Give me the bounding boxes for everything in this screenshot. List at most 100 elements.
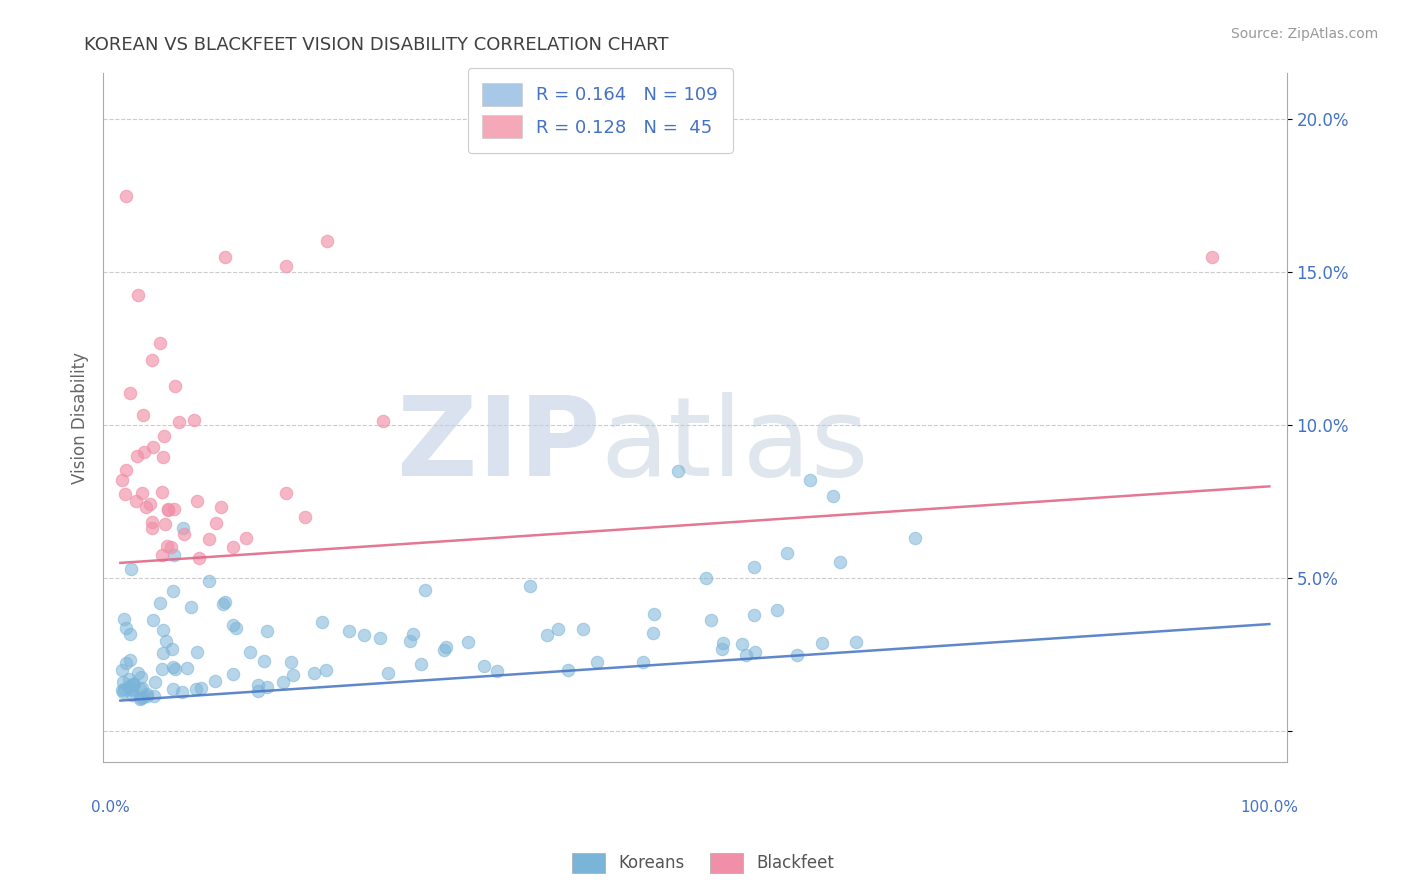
Point	[821, 489, 844, 503]
Point	[294, 509, 316, 524]
Point	[519, 580, 541, 594]
Point	[666, 464, 689, 478]
Point	[711, 636, 734, 650]
Point	[163, 548, 186, 562]
Point	[214, 595, 236, 609]
Point	[121, 688, 143, 702]
Text: 0.0%: 0.0%	[91, 799, 129, 814]
Text: 100.0%: 100.0%	[1240, 799, 1298, 814]
Point	[401, 627, 423, 641]
Point	[409, 657, 432, 672]
Point	[186, 493, 208, 508]
Point	[165, 379, 187, 393]
Point	[112, 612, 135, 626]
Legend: R = 0.164   N = 109, R = 0.128   N =  45: R = 0.164 N = 109, R = 0.128 N = 45	[468, 69, 733, 153]
Point	[162, 659, 184, 673]
Point	[163, 661, 186, 675]
Point	[186, 645, 208, 659]
Point	[120, 562, 142, 576]
Point	[190, 681, 212, 696]
Point	[711, 641, 734, 656]
Point	[150, 548, 173, 562]
Point	[204, 673, 226, 688]
Point	[125, 450, 148, 464]
Text: atlas: atlas	[600, 392, 869, 499]
Point	[157, 501, 180, 516]
Point	[127, 288, 149, 302]
Text: KOREAN VS BLACKFEET VISION DISABILITY CORRELATION CHART: KOREAN VS BLACKFEET VISION DISABILITY CO…	[84, 36, 669, 54]
Text: ZIP: ZIP	[396, 392, 600, 499]
Point	[212, 597, 235, 611]
Point	[699, 614, 721, 628]
Point	[311, 615, 333, 629]
Point	[155, 633, 177, 648]
Point	[180, 600, 202, 615]
Point	[120, 386, 142, 401]
Point	[132, 445, 155, 459]
Point	[695, 571, 717, 585]
Y-axis label: Vision Disability: Vision Disability	[72, 351, 89, 483]
Point	[742, 608, 765, 623]
Point	[132, 690, 155, 705]
Point	[183, 412, 205, 426]
Point	[399, 634, 422, 648]
Text: Source: ZipAtlas.com: Source: ZipAtlas.com	[1230, 27, 1378, 41]
Point	[198, 532, 221, 546]
Point	[472, 658, 495, 673]
Point	[187, 550, 209, 565]
Point	[143, 674, 166, 689]
Point	[370, 632, 392, 646]
Point	[643, 607, 665, 621]
Point	[135, 687, 157, 701]
Point	[830, 555, 852, 569]
Point	[176, 661, 198, 675]
Point	[744, 645, 766, 659]
Point	[125, 493, 148, 508]
Point	[586, 655, 609, 669]
Point	[256, 624, 278, 638]
Point	[557, 664, 579, 678]
Point	[302, 666, 325, 681]
Point	[111, 682, 134, 697]
Point	[377, 665, 399, 680]
Point	[184, 681, 207, 696]
Point	[253, 654, 276, 668]
Point	[111, 473, 134, 487]
Point	[156, 539, 179, 553]
Point	[160, 641, 183, 656]
Point	[153, 428, 176, 442]
Point	[131, 681, 153, 695]
Point	[172, 520, 194, 534]
Point	[786, 648, 808, 662]
Point	[129, 692, 152, 706]
Point	[256, 680, 278, 694]
Point	[315, 663, 337, 677]
Point	[135, 500, 157, 514]
Point	[152, 647, 174, 661]
Point	[162, 584, 184, 599]
Point	[173, 527, 195, 541]
Point	[141, 353, 163, 368]
Point	[434, 640, 457, 654]
Point	[114, 188, 136, 202]
Point	[139, 497, 162, 511]
Point	[114, 463, 136, 477]
Point	[167, 415, 190, 429]
Point	[239, 645, 262, 659]
Point	[153, 516, 176, 531]
Point	[799, 473, 821, 487]
Point	[274, 259, 297, 273]
Point	[433, 643, 456, 657]
Point	[121, 681, 143, 696]
Point	[114, 622, 136, 636]
Point	[162, 681, 184, 696]
Point	[112, 681, 135, 696]
Point	[316, 235, 339, 249]
Point	[221, 540, 243, 554]
Point	[536, 628, 558, 642]
Point	[122, 677, 145, 691]
Point	[547, 623, 569, 637]
Point	[247, 684, 270, 698]
Point	[115, 656, 138, 670]
Point	[152, 623, 174, 637]
